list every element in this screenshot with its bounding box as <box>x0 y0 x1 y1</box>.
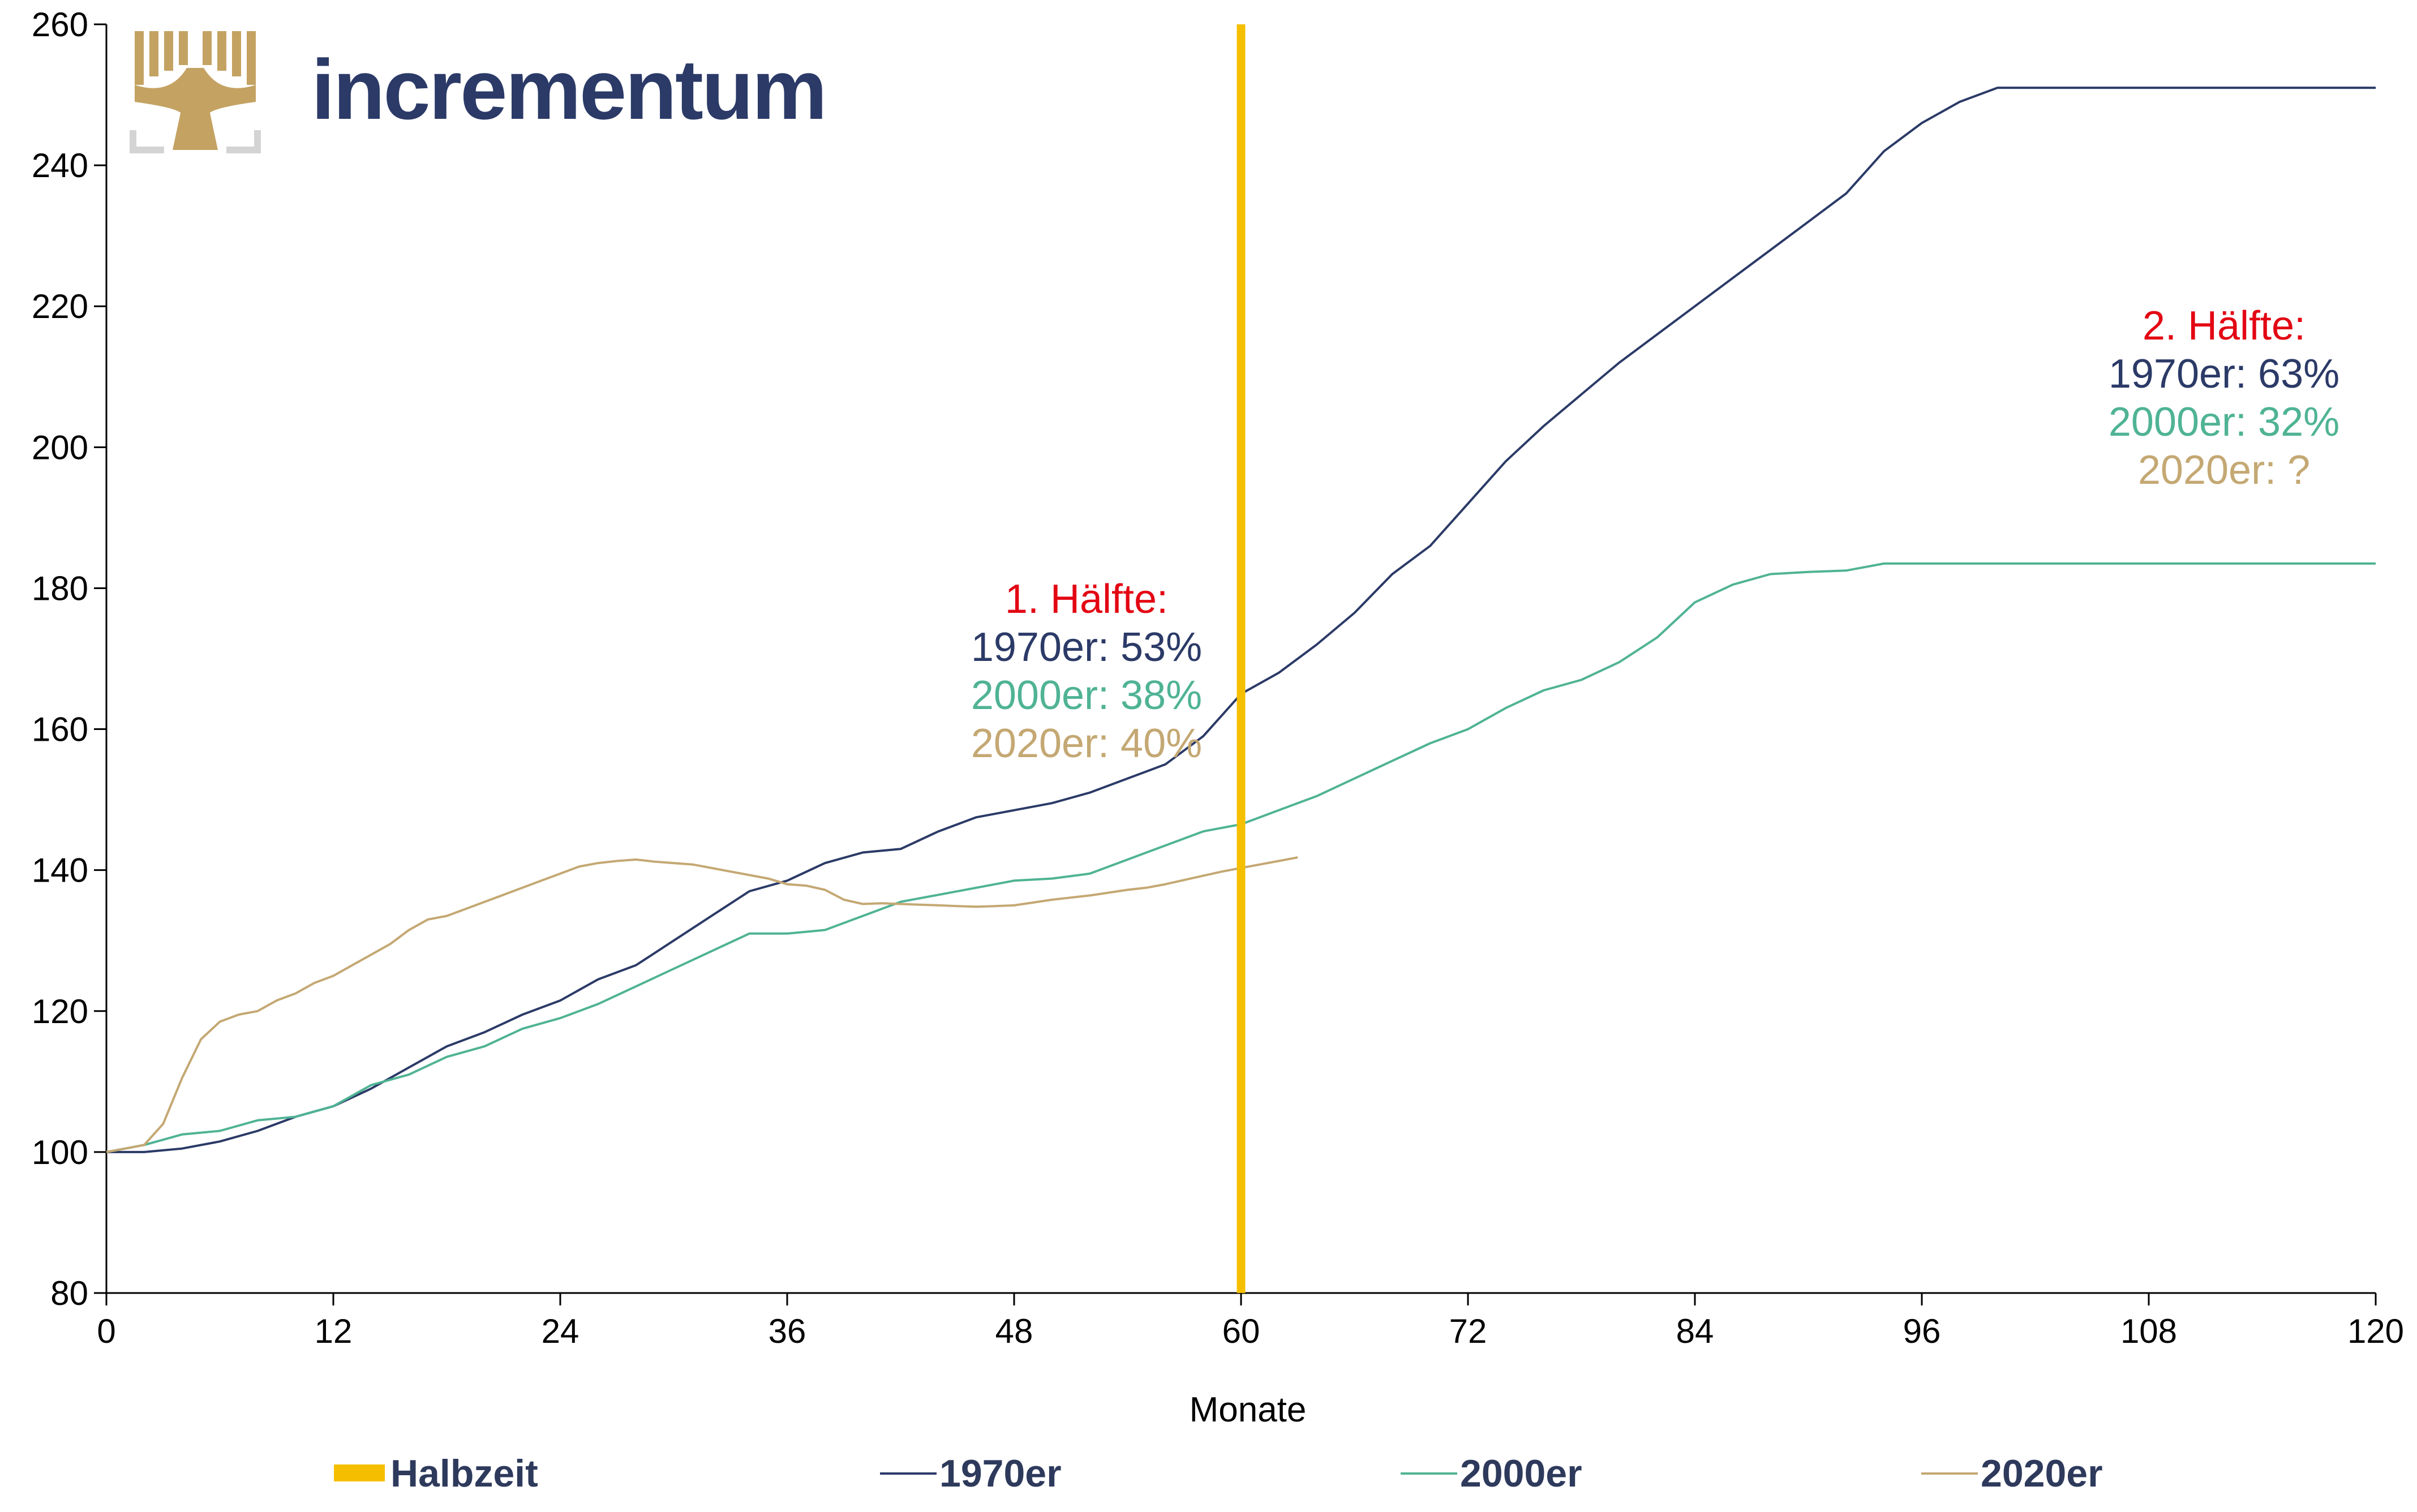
y-tick-label: 220 <box>32 287 88 325</box>
legend-label-2020er: 2020er <box>1981 1452 2103 1495</box>
legend-item-2000er: 2000er <box>1401 1452 1582 1495</box>
annotation-second-half: 2. Hälfte: 1970er: 63% 2000er: 32% 2020e… <box>2109 303 2339 493</box>
legend-item-halbzeit: Halbzeit <box>334 1452 538 1495</box>
x-axis-label: Monate <box>1190 1390 1307 1429</box>
annotation-first-half-1970: 1970er: 53% <box>971 625 1202 670</box>
y-tick-label: 140 <box>32 852 88 890</box>
y-tick-label: 160 <box>32 711 88 749</box>
y-tick-label: 80 <box>50 1274 88 1312</box>
tree-icon <box>130 31 261 153</box>
x-tick-label: 84 <box>1676 1312 1714 1350</box>
y-tick-label: 260 <box>32 6 88 44</box>
x-tick-label: 120 <box>2347 1312 2404 1350</box>
legend-label-1970er: 1970er <box>939 1452 1062 1495</box>
annotation-second-half-1970: 1970er: 63% <box>2109 351 2339 397</box>
y-tick-label: 100 <box>32 1133 88 1171</box>
series-line-2020er <box>106 856 1298 1153</box>
x-tick-label: 36 <box>769 1312 806 1350</box>
y-tick-label: 180 <box>32 569 88 607</box>
annotation-first-half-title: 1. Hälfte: <box>1005 577 1168 622</box>
legend-swatch-halbzeit <box>334 1464 385 1481</box>
legend-item-1970er: 1970er <box>880 1452 1062 1495</box>
x-tick-label: 60 <box>1222 1312 1260 1350</box>
annotation-first-half: 1. Hälfte: 1970er: 53% 2000er: 38% 2020e… <box>971 577 1202 766</box>
legend-label-halbzeit: Halbzeit <box>390 1452 538 1495</box>
y-tick-label: 120 <box>32 993 88 1030</box>
x-tick-label: 48 <box>995 1312 1033 1350</box>
annotation-first-half-2020: 2020er: 40% <box>971 721 1202 766</box>
x-tick-label: 96 <box>1903 1312 1941 1350</box>
y-tick-label: 240 <box>32 147 88 184</box>
annotation-second-half-2000: 2000er: 32% <box>2109 400 2339 445</box>
logo-text: incrementum <box>311 42 826 137</box>
incrementum-logo: incrementum <box>130 31 827 153</box>
x-tick-label: 24 <box>542 1312 579 1350</box>
y-tick-label: 200 <box>32 428 88 466</box>
axes: 80 100 120 140 160 180 200 220 240 260 0 12 24 36 48 60… <box>32 6 2404 1350</box>
legend-item-2020er: 2020er <box>1921 1452 2103 1495</box>
series-layer <box>106 24 2376 1293</box>
x-tick-label: 12 <box>315 1312 353 1350</box>
annotation-first-half-2000: 2000er: 38% <box>971 673 1202 718</box>
x-tick-label: 108 <box>2120 1312 2177 1350</box>
x-tick-label: 72 <box>1449 1312 1487 1350</box>
legend-label-2000er: 2000er <box>1460 1452 1582 1495</box>
legend: Halbzeit 1970er 2000er 2020er <box>334 1452 2103 1495</box>
annotation-second-half-title: 2. Hälfte: <box>2143 303 2306 349</box>
annotation-second-half-2020: 2020er: ? <box>2138 448 2310 493</box>
x-tick-label: 0 <box>97 1312 115 1350</box>
